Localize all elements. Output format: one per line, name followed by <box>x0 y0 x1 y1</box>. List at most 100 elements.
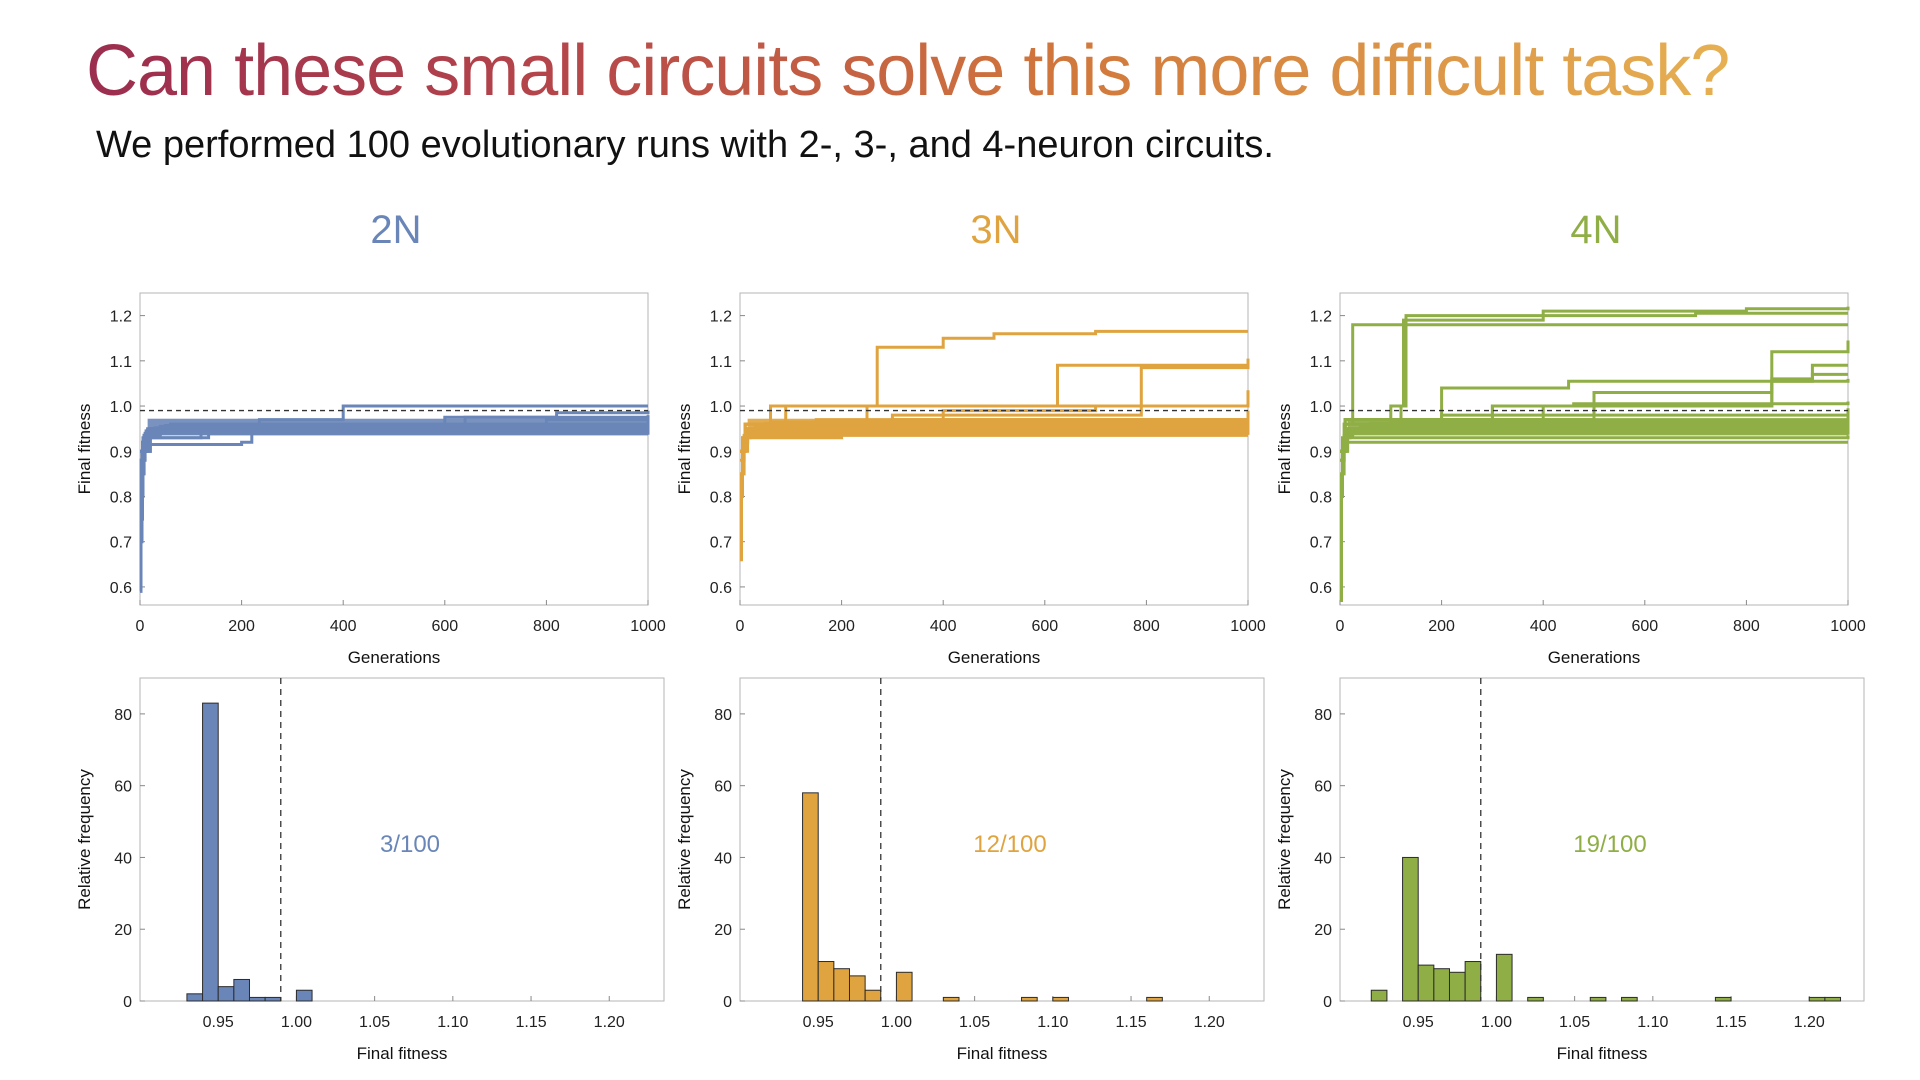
histogram-bar <box>1824 996 1842 1002</box>
series-line-3 <box>140 426 650 521</box>
histogram-bar <box>1621 996 1638 1002</box>
histogram-bar <box>1448 971 1466 1002</box>
y-axis-label: Relative frequency <box>1275 769 1294 910</box>
panel-title-2n: 2N <box>370 208 421 252</box>
histogram-bar <box>802 792 819 1002</box>
series-line-16 <box>140 410 650 453</box>
y-tick-label: 0.9 <box>1310 444 1332 461</box>
histogram-bar <box>1495 953 1513 1002</box>
histogram-bar <box>942 996 960 1002</box>
x-tick-label: 1.10 <box>1637 1014 1668 1031</box>
success-count-annotation: 3/100 <box>380 831 440 858</box>
plot-frame <box>739 677 1265 1002</box>
x-tick-label: 1.15 <box>1115 1014 1146 1031</box>
y-tick-label: 0 <box>723 994 732 1011</box>
y-tick-label: 1.2 <box>1310 309 1332 326</box>
y-axis-label: Relative frequency <box>675 769 694 910</box>
histogram-bar <box>1402 856 1419 1002</box>
series-line-17 <box>1340 372 1848 453</box>
x-tick-label: 0 <box>1336 618 1345 635</box>
y-tick-label: 0.7 <box>1310 535 1332 552</box>
histogram-4n: 0.95 1.00 1.05 1.10 1.15 1.20 0 20 40 60 80 19/100 F… <box>1275 677 1865 1063</box>
x-tick-label: 1000 <box>1230 618 1266 635</box>
x-tick-label: 400 <box>930 618 957 635</box>
histogram-bar <box>248 996 266 1002</box>
y-tick-label: 0.6 <box>710 580 732 597</box>
y-tick-label: 40 <box>714 850 732 867</box>
y-tick-label: 20 <box>714 922 732 939</box>
y-tick-label: 0.7 <box>110 535 132 552</box>
y-tick-label: 0.9 <box>710 444 732 461</box>
x-tick-label: 1.00 <box>881 1014 912 1031</box>
histogram-bar <box>217 986 235 1002</box>
panel-title-4n: 4N <box>1570 208 1621 252</box>
y-tick-label: 80 <box>1314 707 1332 724</box>
series-line-1 <box>139 431 648 593</box>
histogram-bar <box>202 702 219 1002</box>
series-line-11 <box>140 431 648 453</box>
histogram-bar <box>1808 996 1826 1002</box>
y-tick-label: 20 <box>1314 922 1332 939</box>
y-tick-label: 40 <box>114 850 132 867</box>
series-line-1 <box>740 433 1248 562</box>
x-axis-label: Final fitness <box>357 1044 448 1063</box>
histogram-bar <box>817 961 835 1002</box>
y-tick-label: 80 <box>114 707 132 724</box>
series-band <box>1347 418 1848 436</box>
x-tick-label: 1.05 <box>359 1014 390 1031</box>
x-tick-label: 1.00 <box>281 1014 312 1031</box>
y-tick-label: 0.8 <box>710 489 732 506</box>
x-tick-label: 800 <box>1733 618 1760 635</box>
histogram-bar <box>895 971 913 1002</box>
plot-frame <box>1339 292 1849 606</box>
y-tick-label: 0.7 <box>710 535 732 552</box>
slide-subtitle: We performed 100 evolutionary runs with … <box>96 124 1274 166</box>
y-tick-label: 1.0 <box>710 399 732 416</box>
x-tick-label: 800 <box>533 618 560 635</box>
y-tick-label: 80 <box>714 707 732 724</box>
success-count-annotation: 12/100 <box>973 831 1046 858</box>
histogram-bar <box>864 989 882 1002</box>
x-tick-label: 0 <box>736 618 745 635</box>
slide-title: Can these small circuits solve this more… <box>86 31 1730 111</box>
x-tick-label: 0.95 <box>803 1014 834 1031</box>
y-tick-label: 0.6 <box>110 580 132 597</box>
x-axis-label: Final fitness <box>957 1044 1048 1063</box>
x-tick-label: 1.05 <box>1559 1014 1590 1031</box>
y-axis-label: Final fitness <box>1275 404 1294 495</box>
histogram-bar <box>295 989 313 1002</box>
x-tick-label: 1.15 <box>515 1014 546 1031</box>
x-tick-label: 0 <box>136 618 145 635</box>
x-tick-label: 1.00 <box>1481 1014 1512 1031</box>
y-tick-label: 0 <box>123 994 132 1011</box>
x-tick-label: 1000 <box>1830 618 1866 635</box>
y-tick-label: 0 <box>1323 994 1332 1011</box>
plot-frame <box>739 292 1249 606</box>
histogram-bar <box>1417 964 1435 1002</box>
y-tick-label: 0.8 <box>1310 489 1332 506</box>
histogram-bar <box>1052 996 1069 1002</box>
plot-frame <box>139 292 649 606</box>
x-tick-label: 200 <box>828 618 855 635</box>
histogram-bar <box>1433 968 1450 1002</box>
line-chart-2n: 2N 0 200 400 600 800 1000 0.6 0.7 0.8 0.9 1.0 1.1 1.2… <box>75 208 666 667</box>
y-axis-label: Relative frequency <box>75 769 94 910</box>
series-band <box>747 418 1248 436</box>
x-tick-label: 0.95 <box>203 1014 234 1031</box>
x-tick-label: 1.20 <box>1194 1014 1225 1031</box>
histogram-bar <box>1370 989 1388 1002</box>
histogram-bar <box>1021 996 1038 1002</box>
y-tick-label: 1.1 <box>110 354 132 371</box>
x-tick-label: 800 <box>1133 618 1160 635</box>
series-line-1 <box>1340 440 1848 602</box>
y-tick-label: 1.2 <box>710 309 732 326</box>
y-axis-label: Final fitness <box>675 404 694 495</box>
series-line-2 <box>1340 435 1850 498</box>
plot-frame <box>139 677 665 1002</box>
line-chart-4n: 4N 0 200 400 600 800 1000 0.6 0.7 0.8 0.9 1.0 1.1 1.2… <box>1275 208 1866 667</box>
y-tick-label: 20 <box>114 922 132 939</box>
y-tick-label: 1.1 <box>1310 354 1332 371</box>
x-axis-label: Final fitness <box>1557 1044 1648 1063</box>
histogram-bar <box>233 978 250 1002</box>
